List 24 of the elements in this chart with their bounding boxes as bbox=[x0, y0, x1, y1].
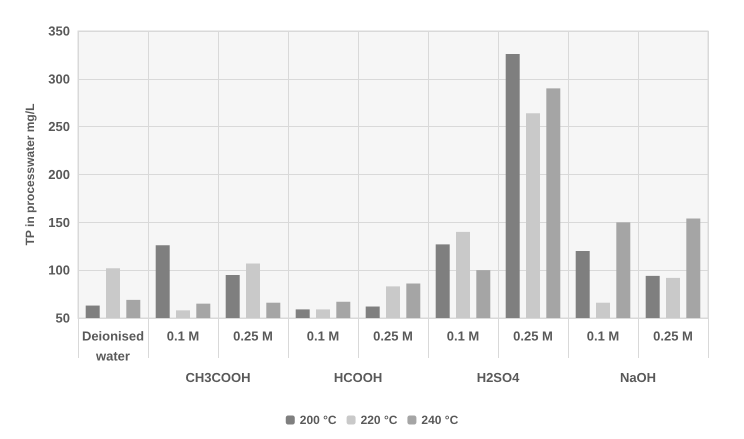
text: H2SO4 bbox=[476, 370, 520, 385]
y-tick-label: 50 bbox=[56, 310, 70, 326]
x-tick-label: 0.1 M bbox=[306, 328, 340, 344]
x-tick-label: 0.25 M bbox=[233, 328, 273, 344]
y-tick-label: 250 bbox=[48, 119, 70, 134]
text: HCOOH bbox=[334, 370, 382, 385]
x-tick-label: Deionised water bbox=[82, 328, 144, 364]
legend-label: 200 °C bbox=[300, 413, 337, 427]
y-axis-title: TP in processwater mg/L bbox=[23, 104, 37, 246]
y-tick-label: 100 bbox=[48, 262, 70, 278]
x-tick-label: 0.25 M bbox=[653, 328, 693, 344]
x-tick-label: 0.25 M bbox=[513, 328, 553, 344]
x-tick-label: 0.1 M bbox=[446, 328, 480, 344]
text: NaOH bbox=[620, 370, 656, 385]
text: CH3COOH bbox=[185, 370, 251, 385]
x-tick-label: 0.1 M bbox=[586, 328, 620, 344]
legend-label: 240 °C bbox=[421, 413, 459, 427]
legend-label: 220 °C bbox=[360, 413, 398, 427]
y-tick-label: 150 bbox=[48, 214, 70, 230]
y-tick-label: 350 bbox=[48, 24, 70, 38]
y-tick-label: 300 bbox=[48, 71, 70, 86]
x-tick-label: 0.25 M bbox=[373, 328, 413, 344]
x-tick-label: 0.1 M bbox=[166, 328, 200, 344]
y-tick-label: 200 bbox=[48, 167, 70, 182]
